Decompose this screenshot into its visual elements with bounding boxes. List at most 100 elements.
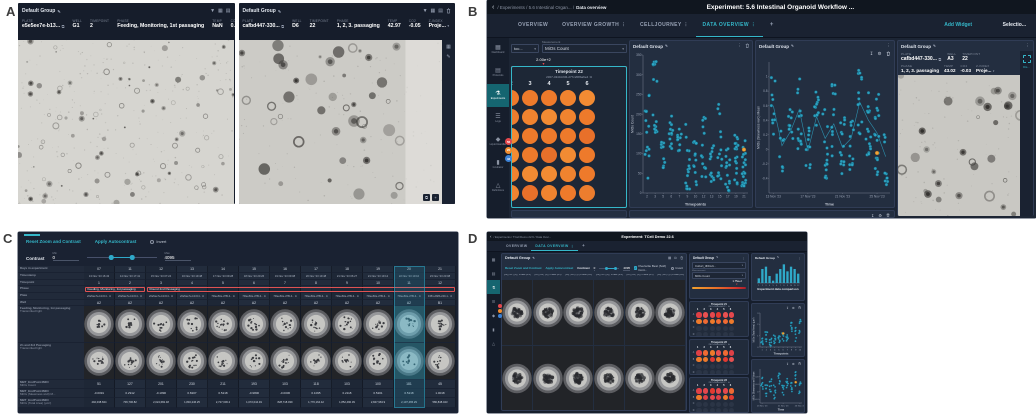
plate-well[interactable] <box>716 401 722 407</box>
tab-add-button[interactable]: + <box>578 241 589 251</box>
copy-icon[interactable]: ⧉ <box>450 294 453 298</box>
table-cell[interactable]: 7f2ee60e-d76f-4.. ⧉ <box>332 293 363 300</box>
well-image[interactable] <box>177 343 207 379</box>
plate-well[interactable] <box>579 166 595 182</box>
well-image[interactable] <box>624 346 655 411</box>
contrast-max-input[interactable]: 4095 <box>623 265 631 271</box>
plate-well[interactable] <box>729 394 735 401</box>
color-scale-slider[interactable]: 1.75e+2 ▼ <box>692 280 746 289</box>
table-cell[interactable]: 2,107,465.29 <box>394 398 425 408</box>
table-cell[interactable]: A2 <box>270 300 301 306</box>
sidebar-item-experiments[interactable]: ⚗ Experiments <box>487 84 509 107</box>
table-cell[interactable]: A2 <box>208 300 239 306</box>
table-cell[interactable]: A2 <box>84 300 115 306</box>
plate-well[interactable] <box>716 350 722 356</box>
trash-icon[interactable] <box>798 361 801 366</box>
well-image[interactable] <box>239 343 269 379</box>
table-cell[interactable]: -0.1890 <box>146 389 177 398</box>
plate-well[interactable] <box>722 408 728 412</box>
table-cell[interactable]: 7f2ee60e-d76f-4.. ⧉ <box>363 293 394 300</box>
plate-well[interactable] <box>722 350 728 356</box>
well-image[interactable] <box>563 346 594 411</box>
table-cell[interactable]: 07 <box>84 266 115 273</box>
table-cell[interactable]: 1,852,490.39 <box>332 398 363 408</box>
table-cell[interactable]: 2,727,606.2 <box>208 398 239 408</box>
edit-icon[interactable]: ✎ <box>57 8 61 14</box>
table-cell[interactable]: 8 <box>301 280 332 286</box>
plate-well[interactable] <box>579 109 595 125</box>
table-cell[interactable] <box>301 306 332 343</box>
table-cell[interactable]: -0.0006 <box>270 389 301 398</box>
table-cell[interactable]: 3451-db8b-240-1.. ⧉ <box>425 293 456 300</box>
well-image[interactable] <box>502 280 532 345</box>
well-cell[interactable] <box>655 280 686 346</box>
sidebar-item-protocols[interactable]: ▤ Protocols <box>487 61 509 84</box>
well-cell[interactable] <box>563 280 594 346</box>
table-cell[interactable]: 21 Nov '23 19:12 <box>363 273 394 280</box>
plate-well[interactable] <box>522 147 538 163</box>
table-cell[interactable]: 6 <box>239 280 270 286</box>
grid-icon[interactable]: ▦ <box>218 8 223 14</box>
table-cell[interactable]: 12 <box>146 266 177 273</box>
table-cell[interactable] <box>363 306 394 343</box>
table-cell[interactable]: 9 <box>332 280 363 286</box>
table-cell[interactable] <box>208 343 239 380</box>
copy-icon[interactable]: ⧉ <box>938 56 942 62</box>
table-cell[interactable]: 7f2ee60e-d76f-4.. ⧉ <box>394 293 425 300</box>
badge[interactable] <box>498 314 502 318</box>
gear-icon[interactable]: ⚙ <box>791 361 795 366</box>
plate-well[interactable] <box>541 166 557 182</box>
well-image[interactable] <box>301 343 331 379</box>
well-image[interactable] <box>146 306 176 342</box>
plate-well[interactable] <box>702 408 709 412</box>
table-cell[interactable]: 103 <box>270 380 301 389</box>
reset-zoom-contrast-link[interactable]: Reset Zoom and Contrast <box>505 266 542 270</box>
sidebar-item-protocols[interactable]: ▤ <box>487 266 500 280</box>
menu-icon[interactable]: ⋮ <box>742 255 745 260</box>
plate-well[interactable] <box>716 356 722 363</box>
table-cell[interactable]: 1 <box>84 280 115 286</box>
slider-marker-icon[interactable]: ▼ <box>541 61 546 66</box>
plate-well[interactable] <box>702 325 709 331</box>
plate-well[interactable] <box>729 370 735 374</box>
well-image[interactable] <box>532 280 563 345</box>
contrast-min-input[interactable]: 0 <box>593 265 596 271</box>
plate-well[interactable] <box>696 356 702 363</box>
plate-well[interactable] <box>522 185 538 201</box>
tab-menu-icon[interactable]: ⋮ <box>570 243 575 248</box>
plate-well[interactable] <box>512 109 519 125</box>
table-cell[interactable]: e5e5ee7e-b13f-4.. ⧉ <box>146 293 177 300</box>
table-cell[interactable] <box>115 343 146 380</box>
sidebar-item-definitions[interactable]: △ Definitions <box>487 176 509 199</box>
well-cell[interactable] <box>594 346 625 410</box>
table-cell[interactable]: -0.0091 <box>84 389 115 398</box>
plate-well[interactable] <box>560 109 576 125</box>
plate-well[interactable] <box>696 388 702 394</box>
tab-menu-icon[interactable]: ⋮ <box>683 22 689 27</box>
plate-well[interactable] <box>541 109 557 125</box>
table-cell[interactable]: 22 Nov '23 10:10 <box>394 273 425 280</box>
table-cell[interactable] <box>394 306 425 343</box>
copy-icon[interactable]: ⧉ <box>356 294 359 298</box>
slider-handle-max[interactable] <box>613 266 617 270</box>
plate-well[interactable] <box>522 109 538 125</box>
plate-well[interactable] <box>522 166 538 182</box>
plate-well[interactable] <box>722 401 728 407</box>
back-icon[interactable]: ‹ <box>492 3 495 11</box>
table-cell[interactable]: 7f2ee60e-d76f-4.. ⧉ <box>301 293 332 300</box>
table-cell[interactable]: e5e5ee7e-b13f-4.. ⧉ <box>177 293 208 300</box>
well-cell[interactable] <box>594 280 625 346</box>
table-cell[interactable]: 0.2912 <box>115 389 146 398</box>
well-image[interactable] <box>363 343 393 379</box>
slider-handle-min[interactable] <box>108 255 114 260</box>
table-cell[interactable] <box>84 343 115 380</box>
table-cell[interactable] <box>146 306 177 343</box>
table-cell[interactable] <box>332 343 363 380</box>
well-image[interactable] <box>270 306 300 342</box>
table-cell[interactable]: 193 <box>239 380 270 389</box>
table-cell[interactable]: 23 Nov '23 23:08 <box>425 273 456 280</box>
table-cell[interactable]: 18 Nov '23 20:26 <box>239 273 270 280</box>
cols-icon[interactable]: ▤ <box>225 8 231 14</box>
copy-icon[interactable]: ⧉ <box>589 75 592 79</box>
table-cell[interactable]: 16 Nov '23 19:48 <box>177 273 208 280</box>
